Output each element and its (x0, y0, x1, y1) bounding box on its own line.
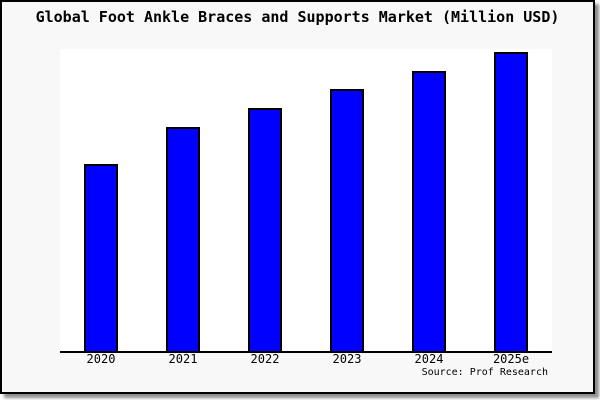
x-tick-label-2023: 2023 (332, 352, 362, 366)
bar-2025e (494, 52, 528, 351)
x-tick-label-2021: 2021 (168, 352, 198, 366)
x-tick-label-2020: 2020 (86, 352, 116, 366)
bar-2024 (412, 71, 446, 351)
bar-2022 (248, 108, 282, 351)
bar-2023 (330, 89, 364, 351)
bar-2020 (84, 164, 118, 351)
x-tick-label-2025e: 2025e (492, 352, 530, 366)
source-note: Source: Prof Research (421, 367, 548, 378)
chart-frame: Global Foot Ankle Braces and Supports Ma… (0, 0, 595, 394)
bar-2021 (166, 127, 200, 351)
x-tick-label-2024: 2024 (414, 352, 444, 366)
x-tick-label-2022: 2022 (250, 352, 280, 366)
plot-area (60, 49, 552, 353)
chart-title: Global Foot Ankle Braces and Supports Ma… (35, 8, 560, 26)
